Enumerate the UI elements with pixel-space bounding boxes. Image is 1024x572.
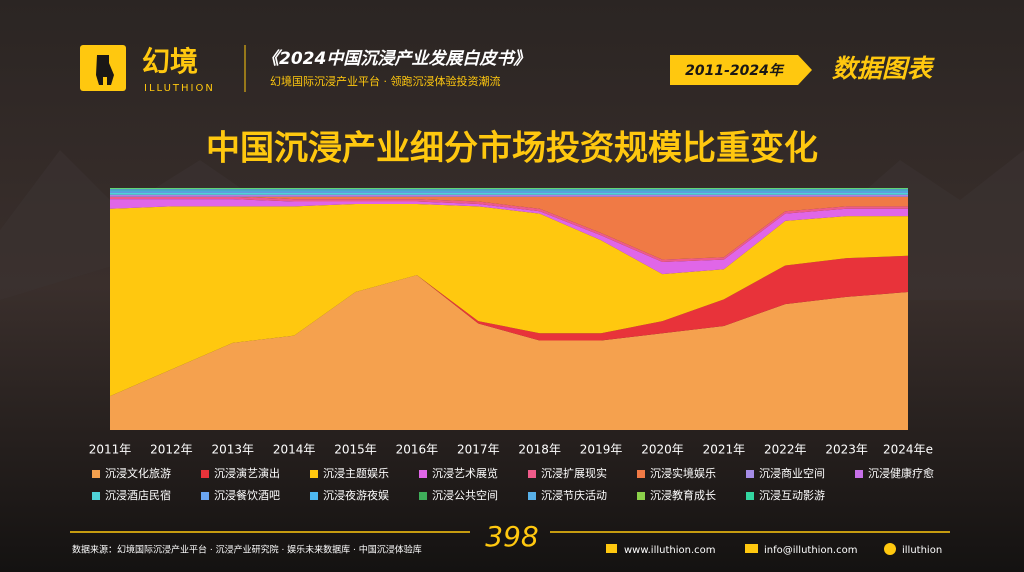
legend-label: 沉浸商业空间 [759,466,825,480]
logo-figure [96,55,114,85]
brand-en: ILLUTHION [144,83,215,94]
x-tick-label: 2016年 [396,443,439,457]
x-tick-label: 2011年 [89,443,132,457]
legend-swatch [746,470,754,478]
source: 数据来源：幻境国际沉浸产业平台 · 沉浸产业研究院 · 娱乐未来数据库 · 中国… [72,544,422,556]
x-tick-label: 2021年 [703,443,746,457]
plot [110,188,908,430]
area [110,190,908,192]
legend-label: 沉浸节庆活动 [541,488,607,502]
brand: 幻境 [142,45,198,78]
x-tick-label: 2023年 [825,443,868,457]
legend-swatch [201,470,209,478]
website: www.illuthion.com [624,545,716,556]
legend-swatch [528,470,536,478]
legend-label: 沉浸夜游夜娱 [323,488,389,502]
book-title: 《2024中国沉浸产业发展白皮书》 [262,49,530,69]
legend-label: 沉浸健康疗愈 [868,466,934,480]
area [110,275,908,430]
legend-label: 沉浸艺术展览 [432,466,498,480]
area [110,192,908,195]
legend-swatch [528,492,536,500]
home-icon [606,544,617,553]
area [110,188,908,190]
legend-swatch [855,470,863,478]
chart-title: 中国沉浸产业细分市场投资规模比重变化 [206,129,818,169]
page-number: 398 [485,520,538,553]
x-tick-label: 2019年 [580,443,623,457]
area [110,194,908,196]
legend-label: 沉浸互动影游 [759,489,825,502]
legend-swatch [637,470,645,478]
x-tick-label: 2014年 [273,443,316,457]
legend-label: 沉浸酒店民宿 [105,488,171,502]
legend-label: 沉浸文化旅游 [105,466,171,480]
x-tick-label: 2024年e [883,443,933,457]
x-tick-label: 2013年 [211,443,254,457]
legend-label: 沉浸演艺演出 [214,466,280,480]
legend-label: 沉浸扩展现实 [541,466,607,480]
legend-swatch [419,470,427,478]
legend-swatch [92,492,100,500]
legend-swatch [310,470,318,478]
legend-swatch [746,492,754,500]
legend-swatch [637,492,645,500]
social-icon [884,543,896,555]
area [110,195,908,197]
area [110,191,908,193]
legend-swatch [419,492,427,500]
x-tick-label: 2020年 [641,443,684,457]
legend-label: 沉浸主题娱乐 [323,466,389,480]
legend-label: 沉浸公共空间 [432,488,498,502]
x-tick-label: 2017年 [457,443,500,457]
tagline: 幻境国际沉浸产业平台 · 领跑沉浸体验投资潮流 [270,74,501,88]
x-tick-label: 2012年 [150,443,193,457]
period: 2011-2024年 [685,62,785,79]
period-banner [670,55,812,85]
area [110,203,908,397]
legend-swatch [201,492,209,500]
email: info@illuthion.com [764,545,857,556]
area [110,255,908,397]
social: illuthion [902,545,942,556]
mail-icon [745,544,758,553]
section: 数据图表 [832,54,935,83]
legend-swatch [310,492,318,500]
x-tick-label: 2018年 [518,443,561,457]
legend-label: 沉浸实境娱乐 [650,466,716,480]
x-tick-label: 2022年 [764,443,807,457]
legend-label: 沉浸餐饮酒吧 [214,488,280,502]
x-tick-label: 2015年 [334,443,377,457]
area [110,196,908,260]
legend-swatch [92,470,100,478]
legend-label: 沉浸教育成长 [650,488,716,502]
